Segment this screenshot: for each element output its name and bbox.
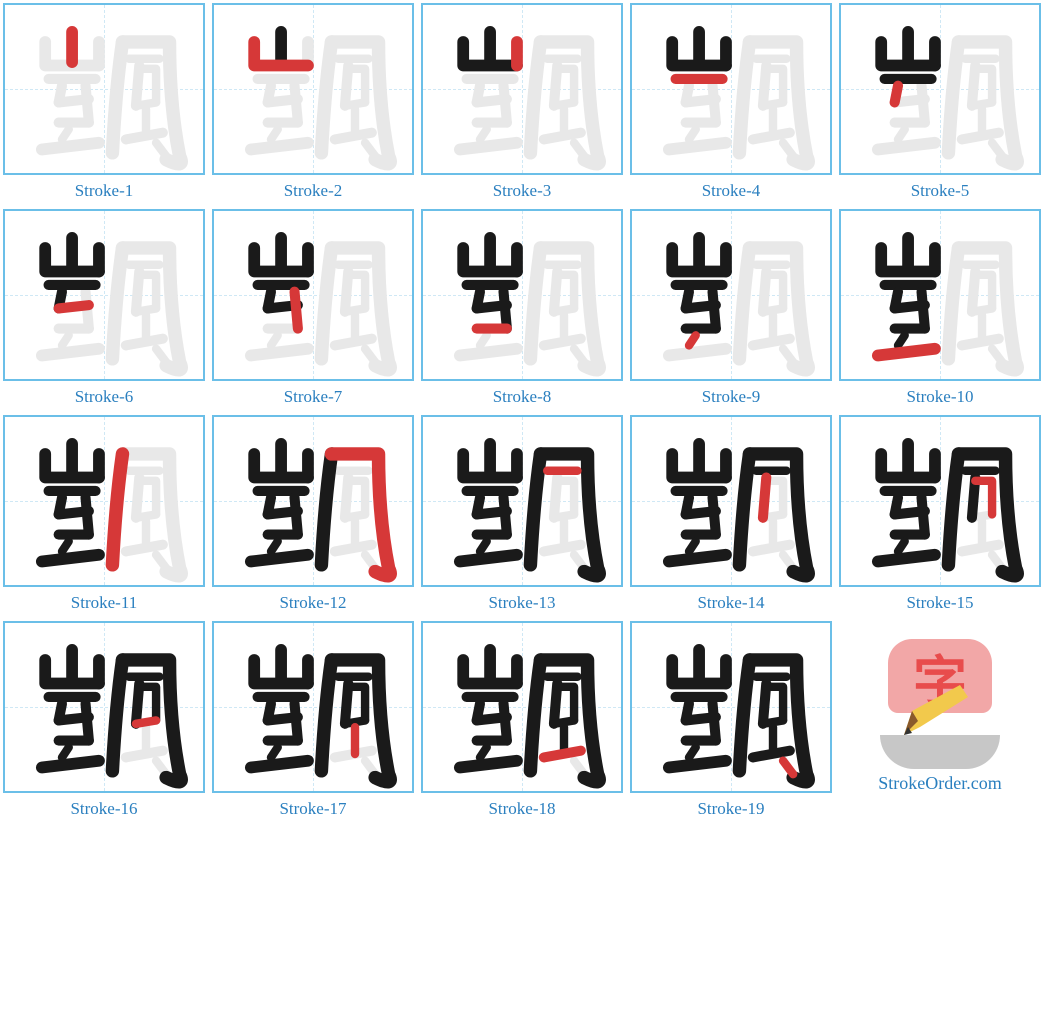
glyph: [5, 417, 203, 585]
glyph: [632, 211, 830, 379]
stroke-label: Stroke-14: [697, 593, 764, 613]
stroke-cell: Stroke-15: [839, 415, 1041, 613]
stroke-label: Stroke-4: [702, 181, 761, 201]
stroke-cell: Stroke-12: [212, 415, 414, 613]
glyph: [214, 417, 412, 585]
brand-text: StrokeOrder.com: [878, 773, 1001, 794]
stroke-tile: [212, 415, 414, 587]
stroke-cell: Stroke-14: [630, 415, 832, 613]
stroke-label: Stroke-11: [71, 593, 137, 613]
stroke-label: Stroke-16: [70, 799, 137, 819]
stroke-cell: Stroke-3: [421, 3, 623, 201]
stroke-label: Stroke-1: [75, 181, 134, 201]
glyph: [841, 211, 1039, 379]
stroke-tile: [630, 415, 832, 587]
stroke-cell: Stroke-16: [3, 621, 205, 819]
stroke-tile: [421, 3, 623, 175]
stroke-tile: [3, 3, 205, 175]
stroke-cell: Stroke-11: [3, 415, 205, 613]
stroke-cell: Stroke-13: [421, 415, 623, 613]
glyph: [214, 623, 412, 791]
stroke-label: Stroke-17: [279, 799, 346, 819]
glyph: [841, 5, 1039, 173]
glyph: [5, 623, 203, 791]
stroke-tile: [3, 209, 205, 381]
stroke-cell: Stroke-19: [630, 621, 832, 819]
glyph: [632, 417, 830, 585]
glyph: [5, 211, 203, 379]
stroke-label: Stroke-9: [702, 387, 761, 407]
stroke-cell: Stroke-7: [212, 209, 414, 407]
stroke-tile: [421, 621, 623, 793]
stroke-cell: Stroke-17: [212, 621, 414, 819]
stroke-tile: [421, 209, 623, 381]
glyph: [423, 623, 621, 791]
stroke-cell: Stroke-10: [839, 209, 1041, 407]
stroke-tile: [212, 621, 414, 793]
stroke-tile: [630, 3, 832, 175]
stroke-label: Stroke-13: [488, 593, 555, 613]
stroke-tile: [421, 415, 623, 587]
stroke-label: Stroke-8: [493, 387, 552, 407]
stroke-tile: [3, 621, 205, 793]
glyph: [632, 5, 830, 173]
stroke-label: Stroke-2: [284, 181, 343, 201]
stroke-tile: [212, 209, 414, 381]
pencil-icon: [896, 683, 976, 743]
stroke-cell: Stroke-9: [630, 209, 832, 407]
glyph: [632, 623, 830, 791]
stroke-cell: Stroke-6: [3, 209, 205, 407]
glyph: [423, 211, 621, 379]
logo-arc: [880, 735, 1000, 769]
stroke-label: Stroke-18: [488, 799, 555, 819]
stroke-label: Stroke-10: [906, 387, 973, 407]
glyph: [423, 417, 621, 585]
brand-cell: 字 StrokeOrder.com: [839, 621, 1041, 819]
stroke-tile: [839, 3, 1041, 175]
stroke-label: Stroke-15: [906, 593, 973, 613]
stroke-cell: Stroke-4: [630, 3, 832, 201]
stroke-label: Stroke-3: [493, 181, 552, 201]
glyph: [841, 417, 1039, 585]
stroke-tile: [630, 209, 832, 381]
brand-logo: 字: [839, 621, 1041, 769]
stroke-tile: [3, 415, 205, 587]
stroke-tile: [212, 3, 414, 175]
stroke-tile: [839, 415, 1041, 587]
glyph: [214, 211, 412, 379]
stroke-cell: Stroke-8: [421, 209, 623, 407]
stroke-cell: Stroke-5: [839, 3, 1041, 201]
stroke-label: Stroke-7: [284, 387, 343, 407]
stroke-tile: [839, 209, 1041, 381]
stroke-cell: Stroke-1: [3, 3, 205, 201]
stroke-label: Stroke-6: [75, 387, 134, 407]
stroke-label: Stroke-5: [911, 181, 970, 201]
glyph: [5, 5, 203, 173]
stroke-tile: [630, 621, 832, 793]
stroke-cell: Stroke-18: [421, 621, 623, 819]
stroke-cell: Stroke-2: [212, 3, 414, 201]
stroke-label: Stroke-19: [697, 799, 764, 819]
glyph: [214, 5, 412, 173]
stroke-label: Stroke-12: [279, 593, 346, 613]
glyph: [423, 5, 621, 173]
